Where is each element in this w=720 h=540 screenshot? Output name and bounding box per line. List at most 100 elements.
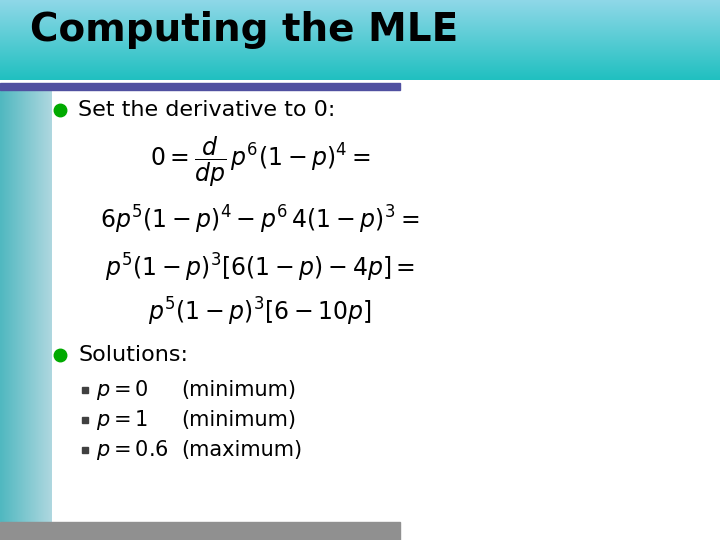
- Bar: [0, 35, 720, 36]
- Bar: [0, 9, 720, 10]
- Bar: [0, 522, 400, 540]
- Bar: [43, 90, 44, 522]
- Text: $p = 0$: $p = 0$: [96, 378, 149, 402]
- Text: Solutions:: Solutions:: [78, 345, 188, 365]
- Bar: [0, 47, 720, 48]
- Bar: [0, 12, 720, 13]
- Bar: [0, 67, 720, 68]
- Bar: [0, 73, 720, 74]
- Bar: [37, 90, 38, 522]
- Bar: [0, 66, 720, 67]
- Bar: [0, 46, 720, 47]
- Bar: [0, 19, 720, 20]
- Bar: [0, 24, 720, 25]
- Bar: [30, 90, 31, 522]
- Bar: [0, 60, 720, 61]
- Bar: [7, 90, 8, 522]
- Bar: [27, 90, 28, 522]
- Bar: [20, 90, 21, 522]
- Bar: [26, 90, 27, 522]
- Text: $p = 0.6$: $p = 0.6$: [96, 438, 169, 462]
- Text: $p^5(1-p)^3[6 - 10p]$: $p^5(1-p)^3[6 - 10p]$: [148, 296, 372, 328]
- Bar: [1, 90, 2, 522]
- Bar: [42, 90, 43, 522]
- Bar: [0, 90, 1, 522]
- Bar: [0, 43, 720, 44]
- Bar: [0, 65, 720, 66]
- Bar: [0, 54, 720, 55]
- Bar: [0, 28, 720, 29]
- Bar: [50, 90, 51, 522]
- Bar: [44, 90, 45, 522]
- Bar: [41, 90, 42, 522]
- Bar: [17, 90, 18, 522]
- Bar: [32, 90, 33, 522]
- Bar: [0, 32, 720, 33]
- Text: $0 = \dfrac{d}{dp}\, p^6(1-p)^4 =$: $0 = \dfrac{d}{dp}\, p^6(1-p)^4 =$: [150, 135, 371, 189]
- Bar: [0, 83, 400, 90]
- Bar: [24, 90, 25, 522]
- Bar: [0, 22, 720, 23]
- Bar: [0, 39, 720, 40]
- Bar: [0, 26, 720, 27]
- Bar: [11, 90, 12, 522]
- Bar: [8, 90, 9, 522]
- Bar: [0, 27, 720, 28]
- Bar: [0, 3, 720, 4]
- Bar: [0, 51, 720, 52]
- Bar: [13, 90, 14, 522]
- Bar: [10, 90, 11, 522]
- Bar: [0, 74, 720, 75]
- Bar: [23, 90, 24, 522]
- Bar: [14, 90, 15, 522]
- Bar: [0, 41, 720, 42]
- Bar: [0, 45, 720, 46]
- Bar: [0, 16, 720, 17]
- Bar: [51, 90, 52, 522]
- Bar: [34, 90, 35, 522]
- Bar: [28, 90, 29, 522]
- Bar: [0, 30, 720, 31]
- Bar: [0, 37, 720, 38]
- Bar: [82, 417, 88, 423]
- Bar: [0, 33, 720, 34]
- Bar: [0, 10, 720, 11]
- Bar: [0, 64, 720, 65]
- Bar: [82, 387, 88, 393]
- Bar: [0, 13, 720, 14]
- Bar: [0, 61, 720, 62]
- Bar: [40, 90, 41, 522]
- Bar: [31, 90, 32, 522]
- Bar: [0, 44, 720, 45]
- Text: (minimum): (minimum): [181, 380, 296, 400]
- Bar: [18, 90, 19, 522]
- Text: $p^5(1-p)^3[6(1-p) - 4p] =$: $p^5(1-p)^3[6(1-p) - 4p] =$: [105, 252, 415, 284]
- Bar: [0, 20, 720, 21]
- Bar: [0, 29, 720, 30]
- Bar: [15, 90, 16, 522]
- Bar: [82, 447, 88, 453]
- Bar: [49, 90, 50, 522]
- Bar: [0, 42, 720, 43]
- Bar: [0, 17, 720, 18]
- Bar: [0, 0, 720, 1]
- Text: Set the derivative to 0:: Set the derivative to 0:: [78, 100, 336, 120]
- Bar: [0, 15, 720, 16]
- Bar: [48, 90, 49, 522]
- Bar: [0, 63, 720, 64]
- Bar: [0, 55, 720, 56]
- Bar: [0, 38, 720, 39]
- Bar: [0, 25, 720, 26]
- Bar: [0, 5, 720, 6]
- Bar: [0, 8, 720, 9]
- Bar: [0, 56, 720, 57]
- Bar: [0, 49, 720, 50]
- Bar: [29, 90, 30, 522]
- Bar: [3, 90, 4, 522]
- Bar: [0, 31, 720, 32]
- Bar: [0, 1, 720, 2]
- Bar: [33, 90, 34, 522]
- Text: $p = 1$: $p = 1$: [96, 408, 148, 432]
- Bar: [0, 76, 720, 77]
- Bar: [19, 90, 20, 522]
